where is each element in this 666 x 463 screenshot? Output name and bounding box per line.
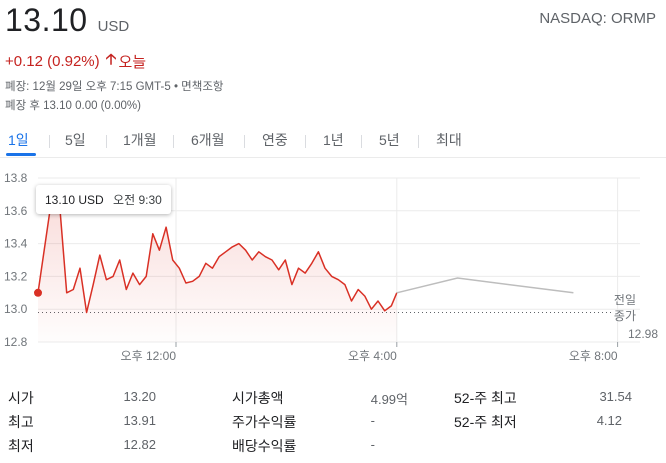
stat-dividend-label: 배당수익률 [232, 438, 297, 454]
tab-5d[interactable]: 5일 [65, 132, 86, 148]
stat-dividend-value: - [370, 437, 375, 452]
tab-1d[interactable]: 1일 [8, 132, 29, 148]
x-tick-label: 오후 4:00 [348, 349, 397, 363]
y-tick-label: 13.4 [4, 237, 28, 251]
previous-close-value: 12.98 [628, 327, 658, 341]
stat-open-label: 시가 [8, 390, 34, 406]
arrow-up-icon: 🡡 [105, 51, 117, 68]
exchange-ticker: NASDAQ: ORMP [539, 10, 656, 27]
stat-high-value: 13.91 [123, 413, 156, 428]
previous-close-label: 종가 [614, 309, 636, 323]
price-area [38, 186, 397, 342]
tab-max[interactable]: 최대 [436, 132, 462, 148]
tab-separator [361, 135, 362, 148]
tabs-divider [0, 157, 666, 158]
y-tick-label: 13.8 [4, 171, 28, 185]
stat-market-cap-value: 4.99억 [370, 392, 408, 407]
tab-separator [49, 135, 50, 148]
tab-ytd[interactable]: 연중 [262, 132, 288, 148]
range-tabs: 1일 5일 1개월 6개월 연중 1년 5년 최대 [0, 127, 666, 157]
y-tick-label: 13.2 [4, 269, 28, 283]
stat-low-label: 최저 [8, 438, 34, 454]
tab-1y[interactable]: 1년 [323, 132, 344, 148]
tab-separator [244, 135, 245, 148]
stat-52w-low-label: 52-주 최저 [454, 414, 517, 430]
stat-52w-high-label: 52-주 최고 [454, 390, 517, 406]
y-tick-label: 13.6 [4, 204, 28, 218]
tab-separator [418, 135, 419, 148]
stat-high-label: 최고 [8, 414, 34, 430]
currency: USD [97, 18, 130, 35]
x-tick-label: 오후 12:00 [121, 349, 177, 363]
close-info: 폐장: 12월 29일 오후 7:15 GMT-5 • 면책조항 [5, 81, 224, 93]
stat-open-value: 13.20 [123, 389, 156, 404]
tab-1m[interactable]: 1개월 [123, 132, 157, 148]
tab-separator [305, 135, 306, 148]
price-change: +0.12 (0.92%) 🡡 오늘 [5, 49, 146, 74]
price-chart[interactable]: 13.8 13.6 13.4 13.2 13.0 12.8 오후 12:00 오후 4:00 오… [0, 160, 666, 370]
tooltip-price: 13.10 USD [45, 193, 104, 207]
previous-close-label: 전일 [614, 293, 636, 307]
after-hours-line [396, 277, 574, 294]
change-value: +0.12 (0.92%) [5, 53, 100, 70]
stat-market-cap-label: 시가총액 [232, 390, 284, 406]
tooltip-time: 오전 9:30 [113, 193, 162, 207]
price-header: 13.10 USD [5, 2, 129, 39]
stat-pe-value: - [370, 413, 375, 428]
y-tick-label: 13.0 [4, 302, 28, 316]
y-tick-label: 12.8 [4, 335, 28, 349]
chart-tooltip: 13.10 USD 오전 9:30 [36, 185, 171, 214]
tab-separator [106, 135, 107, 148]
current-price: 13.10 [5, 2, 88, 38]
stat-pe-label: 주가수익률 [232, 414, 297, 430]
stat-low-value: 12.82 [123, 437, 156, 452]
tab-5y[interactable]: 5년 [379, 132, 400, 148]
stat-52w-low-value: 4.12 [596, 413, 622, 428]
stat-52w-high-value: 31.54 [599, 389, 632, 404]
tab-separator [173, 135, 174, 148]
after-hours-info: 폐장 후 13.10 0.00 (0.00%) [5, 100, 141, 112]
active-tab-indicator [6, 153, 36, 156]
tab-6m[interactable]: 6개월 [191, 132, 225, 148]
x-tick-label: 오후 8:00 [569, 349, 618, 363]
hover-marker [34, 288, 42, 297]
change-period: 오늘 [118, 54, 147, 71]
price-line [37, 185, 398, 314]
